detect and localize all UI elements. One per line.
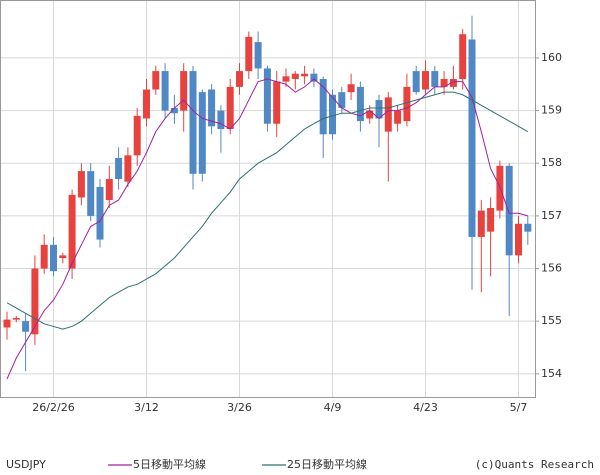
candle-body — [291, 73, 299, 79]
x-tick-label: 3/26 — [227, 401, 252, 414]
candle-body — [403, 86, 411, 122]
moving-average-line — [6, 91, 529, 330]
candle-body — [468, 39, 476, 237]
y-tick-label: 156 — [541, 262, 562, 275]
candle-body — [449, 78, 457, 87]
candle-body — [459, 34, 467, 79]
candle-body — [77, 171, 85, 198]
candle-body — [115, 157, 123, 180]
y-tick-label: 154 — [541, 367, 562, 380]
candle-body — [217, 110, 225, 129]
candle-body — [245, 36, 253, 72]
candle-body — [31, 268, 39, 335]
candle-body — [105, 179, 113, 201]
candle-body — [477, 210, 485, 237]
candle-body — [487, 207, 495, 232]
candle-body — [384, 97, 392, 132]
candle-body — [133, 115, 141, 156]
candle-body — [226, 86, 234, 129]
candle-body — [40, 244, 48, 269]
candle-body — [50, 244, 57, 272]
legend-label: 25日移動平均線 — [287, 457, 367, 471]
y-tick-label: 160 — [541, 51, 562, 64]
candle-body — [273, 81, 281, 124]
candle-body — [22, 321, 30, 332]
candle-body — [198, 92, 206, 174]
candle-body — [143, 89, 150, 119]
candle-body — [375, 100, 383, 119]
candle-body — [236, 71, 243, 87]
x-tick-label: 26/2/26 — [32, 401, 74, 414]
candle-body — [124, 155, 132, 182]
x-tick-label: 4/23 — [413, 401, 438, 414]
x-tick-label: 4/9 — [324, 401, 342, 414]
candle-body — [338, 92, 346, 108]
candle-body — [189, 71, 197, 174]
candle-body — [170, 107, 178, 114]
candle-body — [310, 73, 318, 82]
moving-average-line — [6, 78, 528, 380]
x-tick-label: 3/12 — [134, 401, 159, 414]
candle-body — [505, 165, 513, 256]
candle-body — [394, 110, 402, 124]
candle-body — [524, 223, 532, 232]
candle-body — [3, 319, 11, 328]
candle-body — [319, 78, 327, 135]
instrument-label: USDJPY — [6, 458, 46, 471]
candle-body — [96, 186, 104, 240]
candle-body — [208, 89, 216, 127]
candle-body — [329, 94, 336, 135]
plot-frame — [0, 0, 536, 398]
candle-body — [515, 223, 522, 256]
legend-label: 5日移動平均線 — [133, 457, 206, 471]
marks — [3, 15, 532, 380]
candle-body — [431, 71, 439, 87]
y-tick-label: 158 — [541, 156, 562, 169]
candle-body — [412, 71, 420, 93]
y-tick-label: 157 — [541, 209, 562, 222]
candle-body — [59, 255, 67, 258]
candle-body — [12, 318, 20, 320]
x-tick-label: 5/7 — [510, 401, 528, 414]
candle-body — [161, 71, 169, 111]
candle-body — [68, 194, 76, 269]
candle-body — [87, 171, 95, 216]
candle-body — [301, 73, 309, 77]
candle-body — [152, 71, 160, 90]
credit: (c)Quants Research — [475, 458, 594, 471]
candle-body — [180, 71, 188, 111]
y-tick-label: 155 — [541, 314, 562, 327]
candle-body — [422, 71, 429, 90]
candle-body — [282, 76, 290, 82]
candle-body — [254, 42, 262, 69]
candle-body — [263, 68, 271, 124]
y-tick-label: 159 — [541, 104, 562, 117]
candle-body — [347, 84, 355, 93]
candle-body — [356, 86, 364, 122]
candle-body — [366, 110, 374, 119]
candle-body — [440, 78, 448, 87]
